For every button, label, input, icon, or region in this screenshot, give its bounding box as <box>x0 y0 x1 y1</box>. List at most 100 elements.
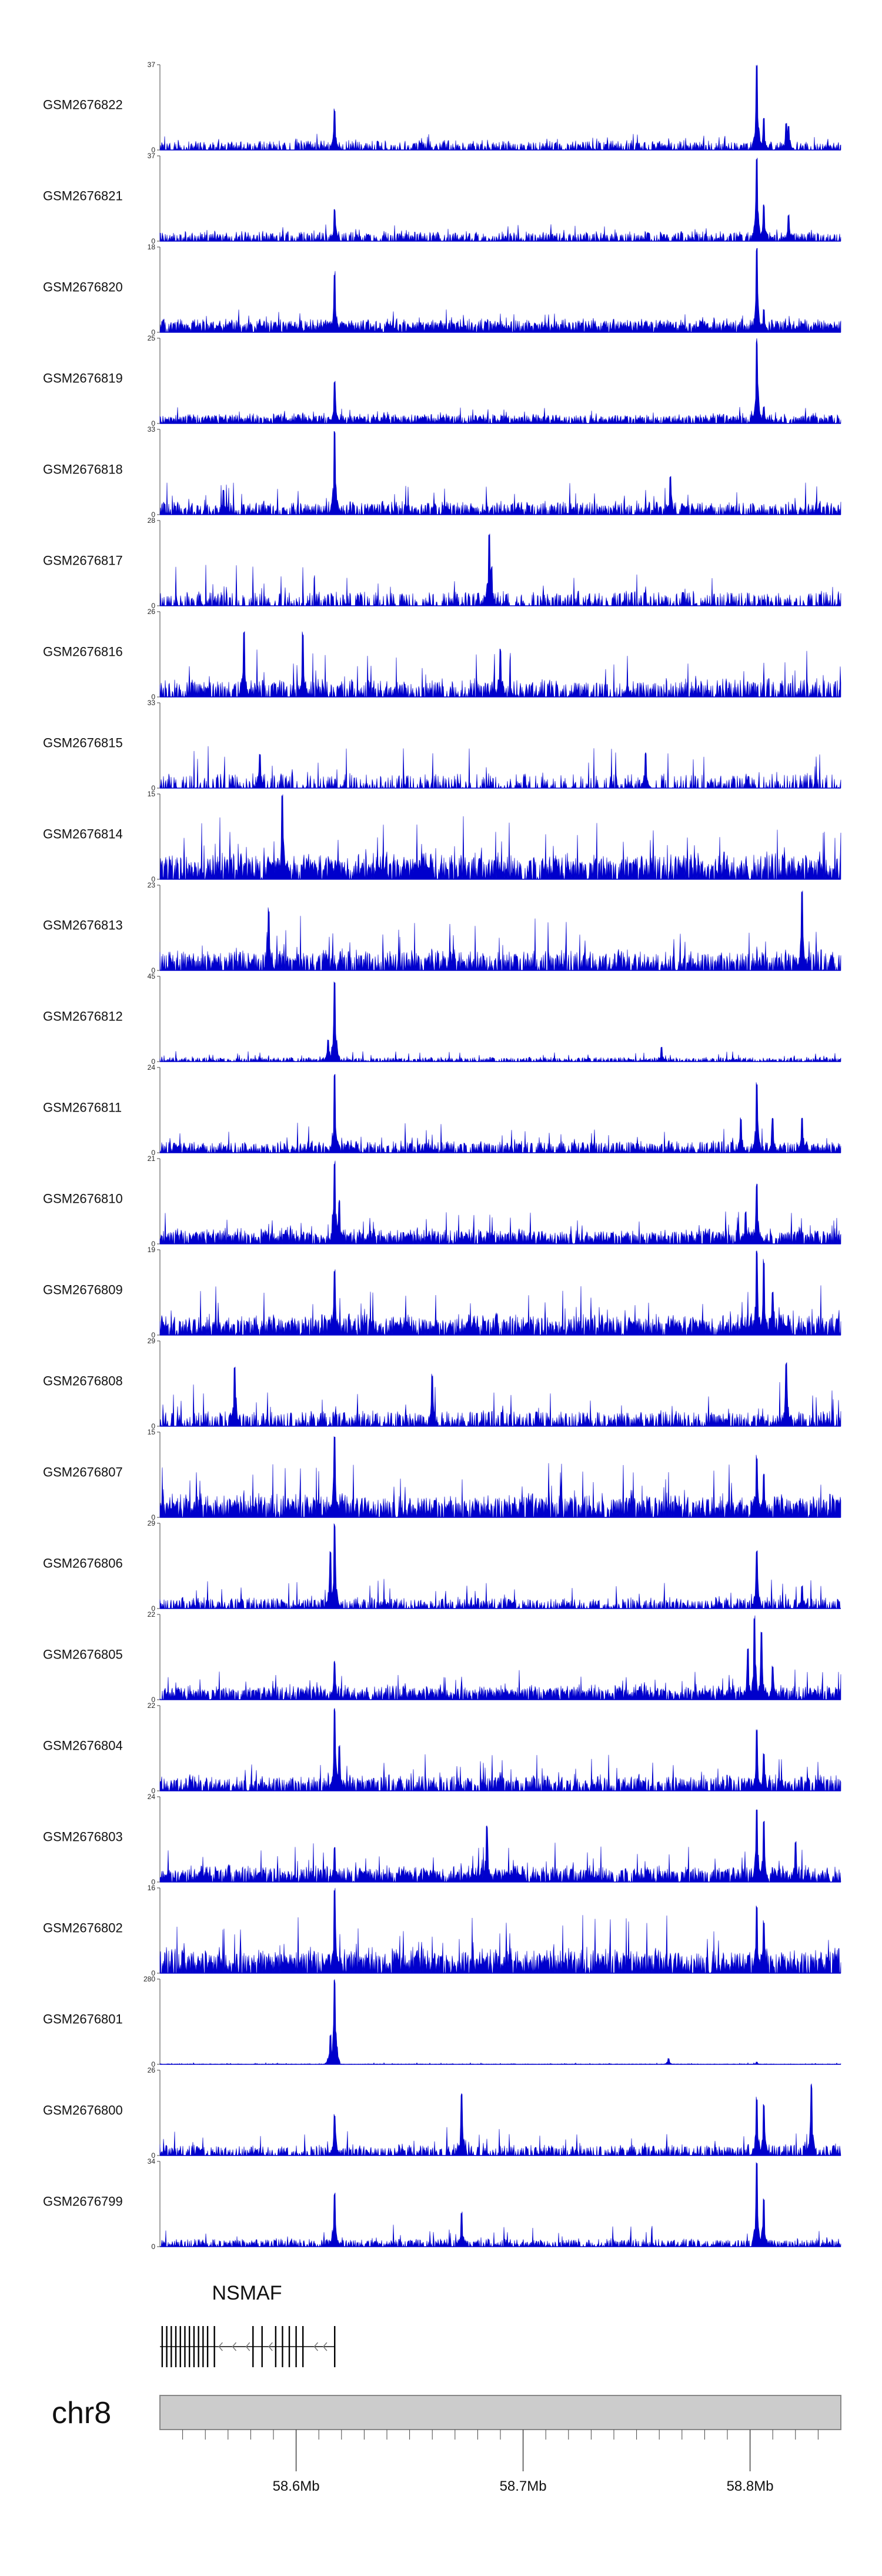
y-max-label: 22 <box>148 1701 156 1710</box>
track-signal <box>159 1809 841 1883</box>
track-signal <box>159 631 841 698</box>
y-max-label: 37 <box>148 152 156 160</box>
track-signal <box>159 1250 841 1336</box>
track-signal <box>159 981 841 1063</box>
y-min-label: 0 <box>151 1149 155 1157</box>
y-max-label: 29 <box>148 1337 156 1345</box>
gene-exon <box>206 2326 209 2367</box>
y-max-label: 15 <box>148 790 156 798</box>
gene-exon <box>171 2326 172 2367</box>
y-max-label: 21 <box>148 1154 156 1163</box>
y-min-label: 0 <box>151 1696 155 1704</box>
y-max-label: 28 <box>148 516 156 525</box>
y-max-label: 24 <box>148 1063 156 1072</box>
chromosome-ideogram: chr8 <box>52 2395 841 2440</box>
track-GSM2676809: GSM2676809 19 0 <box>43 1246 841 1339</box>
y-min-label: 0 <box>151 784 155 792</box>
track-label: GSM2676819 <box>43 371 123 385</box>
track-label: GSM2676817 <box>43 553 123 568</box>
y-min-label: 0 <box>151 146 155 154</box>
y-min-label: 0 <box>151 1331 155 1339</box>
track-GSM2676814: GSM2676814 15 0 <box>43 790 841 883</box>
gene-exon <box>179 2326 181 2367</box>
gene-exon <box>288 2326 290 2367</box>
y-min-label: 0 <box>151 602 155 610</box>
gene-exon <box>261 2326 263 2367</box>
track-label: GSM2676814 <box>43 826 123 841</box>
track-signal <box>159 1888 841 1974</box>
track-label: GSM2676812 <box>43 1009 123 1023</box>
y-min-label: 0 <box>151 2243 155 2251</box>
track-signal <box>159 65 841 151</box>
y-min-label: 0 <box>151 875 155 883</box>
track-signal <box>159 2083 841 2157</box>
y-min-label: 0 <box>151 328 155 336</box>
track-label: GSM2676818 <box>43 462 123 476</box>
gene-exons <box>161 2326 336 2367</box>
track-GSM2676810: GSM2676810 21 0 <box>43 1154 841 1248</box>
track-GSM2676818: GSM2676818 33 0 <box>43 425 841 519</box>
track-label: GSM2676802 <box>43 1920 123 1935</box>
track-signal <box>159 248 841 333</box>
y-max-label: 33 <box>148 699 156 707</box>
y-max-label: 22 <box>148 1610 156 1619</box>
y-min-label: 0 <box>151 966 155 975</box>
track-label: GSM2676810 <box>43 1191 123 1206</box>
track-label: GSM2676799 <box>43 2194 123 2208</box>
y-max-label: 33 <box>148 425 156 433</box>
track-label: GSM2676804 <box>43 1738 123 1753</box>
track-GSM2676806: GSM2676806 29 0 <box>43 1519 841 1613</box>
y-max-label: 18 <box>148 243 156 251</box>
y-min-label: 0 <box>151 237 155 245</box>
y-max-label: 25 <box>148 334 156 342</box>
track-signal <box>159 431 841 515</box>
track-label: GSM2676815 <box>43 735 123 750</box>
track-signal <box>159 158 841 242</box>
track-label: GSM2676801 <box>43 2011 123 2026</box>
track-GSM2676817: GSM2676817 28 0 <box>43 516 841 610</box>
genome-axis: 58.6Mb 58.7Mb 58.8Mb <box>273 2430 774 2494</box>
gene-exon <box>275 2326 277 2367</box>
track-signal <box>159 746 841 789</box>
chromosome-band <box>159 2395 841 2430</box>
gene-exon <box>184 2326 186 2367</box>
track-label: GSM2676821 <box>43 188 123 203</box>
y-max-label: 19 <box>148 1246 156 1254</box>
y-max-label: 15 <box>148 1428 156 1436</box>
track-label: GSM2676809 <box>43 1282 123 1297</box>
gene-exon <box>188 2326 191 2367</box>
track-signal <box>159 794 841 880</box>
track-label: GSM2676816 <box>43 644 123 659</box>
track-GSM2676819: GSM2676819 25 0 <box>43 334 841 428</box>
y-min-label: 0 <box>151 1878 155 1886</box>
track-label: GSM2676805 <box>43 1647 123 1661</box>
gene-exon <box>166 2326 168 2367</box>
y-max-label: 23 <box>148 881 156 889</box>
y-min-label: 0 <box>151 1787 155 1795</box>
track-GSM2676822: GSM2676822 37 0 <box>43 61 841 154</box>
strand-arrow <box>268 2342 273 2351</box>
y-max-label: 37 <box>148 61 156 69</box>
track-label: GSM2676806 <box>43 1556 123 1570</box>
y-min-label: 0 <box>151 1240 155 1248</box>
y-max-label: 280 <box>143 1975 155 1983</box>
ideogram-minor-ticks <box>182 2430 818 2440</box>
strand-arrow <box>313 2342 319 2351</box>
track-GSM2676801: GSM2676801 280 0 <box>43 1975 841 2068</box>
gene-exon <box>302 2326 304 2367</box>
track-label: GSM2676813 <box>43 917 123 932</box>
track-GSM2676813: GSM2676813 23 0 <box>43 881 841 975</box>
track-GSM2676804: GSM2676804 22 0 <box>43 1701 841 1795</box>
track-signal <box>159 1074 841 1154</box>
y-min-label: 0 <box>151 510 155 519</box>
y-max-label: 26 <box>148 2066 156 2074</box>
y-min-label: 0 <box>151 1422 155 1430</box>
y-min-label: 0 <box>151 2151 155 2160</box>
gene-exon <box>295 2326 297 2367</box>
gene-strand-arrows <box>218 2342 328 2351</box>
strand-arrow <box>322 2342 328 2351</box>
y-max-label: 26 <box>148 608 156 616</box>
signal-tracks: GSM2676822370GSM2676821370GSM2676820180G… <box>43 61 841 2251</box>
strand-arrow <box>218 2342 223 2351</box>
track-signal <box>159 1708 841 1791</box>
